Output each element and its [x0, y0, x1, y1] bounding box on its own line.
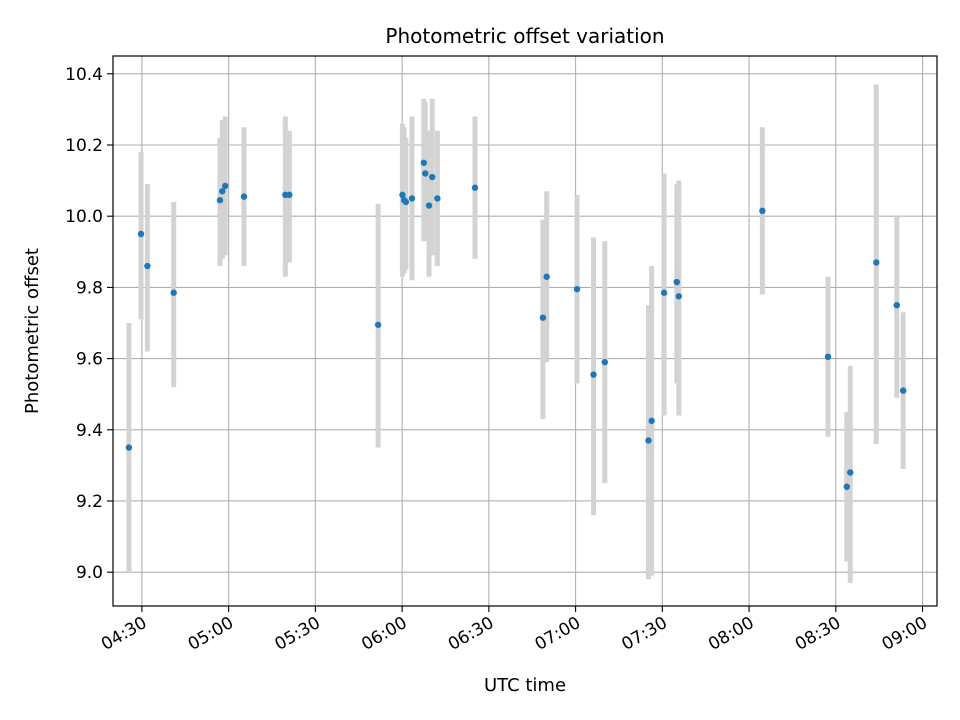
data-point	[843, 483, 850, 490]
chart-title: Photometric offset variation	[385, 24, 664, 48]
data-point	[873, 259, 880, 266]
x-tick-label: 06:30	[445, 613, 497, 655]
data-point	[216, 196, 224, 204]
y-tick-label: 9.8	[76, 278, 103, 298]
y-axis-title: Photometric offset	[22, 248, 43, 414]
data-point	[645, 437, 652, 444]
x-axis-title: UTC time	[484, 675, 566, 696]
x-tick-label: 06:00	[358, 613, 410, 655]
data-point	[374, 321, 382, 328]
data-point	[170, 289, 177, 296]
data-point	[425, 202, 433, 209]
y-tick-label: 9.2	[76, 492, 103, 512]
y-tick-label: 9.0	[76, 563, 103, 583]
y-tick-label: 10.2	[65, 136, 103, 156]
errorbars	[126, 84, 906, 583]
data-point	[125, 444, 133, 451]
data-point	[899, 387, 907, 394]
data-point	[675, 293, 683, 300]
data-point	[221, 182, 229, 190]
y-tick-label: 9.4	[76, 421, 103, 441]
data-point	[286, 191, 293, 199]
data-point	[648, 417, 655, 425]
data-point	[402, 198, 410, 206]
data-point	[539, 314, 547, 321]
data-point	[847, 469, 854, 476]
data-point	[144, 262, 151, 270]
data-point	[543, 273, 550, 280]
x-tick-label: 04:30	[98, 613, 150, 655]
data-points	[125, 159, 907, 490]
data-point	[573, 285, 581, 293]
data-point	[471, 184, 479, 191]
y-tick-label: 10.0	[65, 207, 103, 227]
data-point	[590, 371, 597, 378]
data-point	[673, 278, 680, 286]
data-point	[422, 170, 429, 177]
plot-frame	[112, 55, 938, 607]
data-point	[759, 207, 766, 215]
data-point	[420, 159, 428, 166]
data-point	[399, 191, 406, 199]
x-tick-label: 07:30	[618, 613, 670, 655]
data-point	[428, 173, 436, 181]
data-point	[824, 353, 832, 361]
y-tick-label: 9.6	[76, 350, 103, 370]
y-tick-label: 10.4	[65, 65, 103, 85]
x-tick-label: 05:00	[185, 613, 237, 655]
x-tick-label: 08:00	[705, 613, 757, 655]
grid	[113, 56, 937, 606]
y-axis-ticks: 9.0 9.2 9.4 9.6 9.8 10.0 10.2 10.4	[65, 65, 113, 583]
data-point	[219, 188, 226, 195]
data-point	[137, 230, 145, 238]
data-point	[601, 358, 608, 366]
data-point	[240, 193, 248, 200]
data-point	[434, 195, 441, 202]
x-tick-label: 07:00	[532, 613, 584, 655]
x-tick-label: 08:30	[792, 613, 844, 655]
x-tick-label: 09:00	[879, 613, 931, 655]
x-axis-ticks: 04:30 05:00 05:30 06:00 06:30 07:00 07:30 08:00…	[98, 606, 931, 655]
data-point	[408, 195, 416, 202]
data-point	[893, 301, 901, 309]
x-tick-label: 05:30	[271, 613, 323, 655]
data-point	[660, 289, 668, 296]
